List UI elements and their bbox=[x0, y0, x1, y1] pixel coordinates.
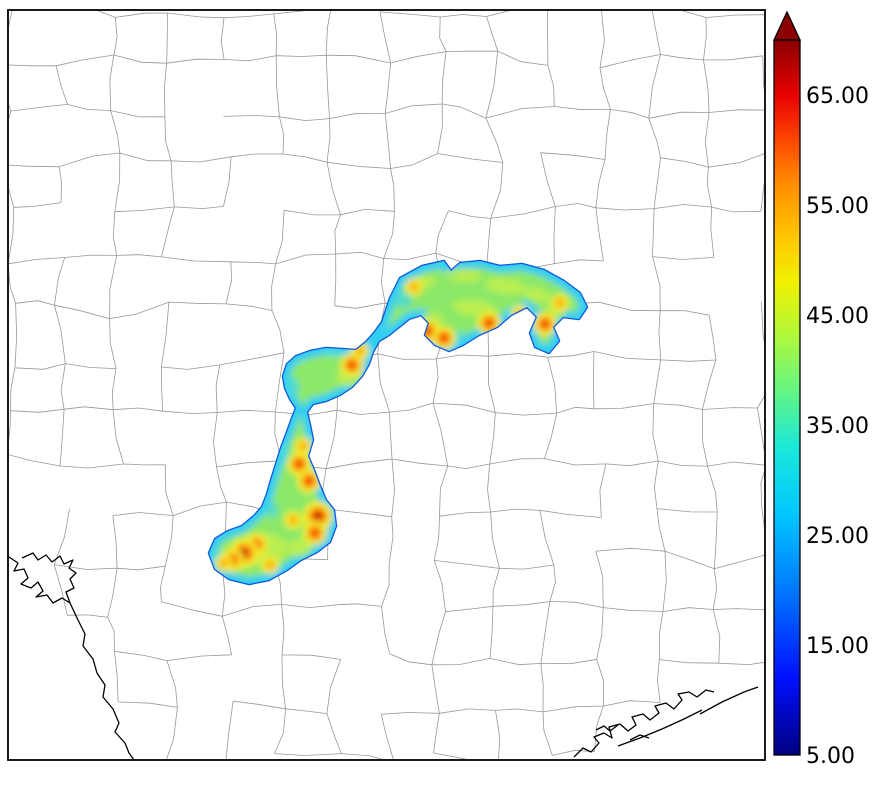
colorbar-bar bbox=[773, 39, 801, 756]
heatmap-hotspots bbox=[215, 278, 569, 574]
heatmap-field bbox=[207, 259, 589, 586]
barrier-islands bbox=[617, 686, 759, 747]
rio-grande-river bbox=[9, 552, 135, 759]
gulf-coastline bbox=[573, 689, 715, 758]
map-frame bbox=[7, 9, 766, 761]
colorbar-tick-label: 25.00 bbox=[806, 524, 869, 549]
colorbar-tick-label: 15.00 bbox=[806, 634, 869, 659]
colorbar-tick-label: 55.00 bbox=[806, 194, 869, 219]
county-boundaries bbox=[9, 11, 764, 759]
colorbar-tick-label: 65.00 bbox=[806, 84, 869, 109]
colorbar bbox=[772, 10, 802, 756]
map-background bbox=[8, 10, 765, 760]
colorbar-tick-label: 45.00 bbox=[806, 304, 869, 329]
colorbar-extend-arrow bbox=[772, 10, 802, 41]
heatmap-interior bbox=[209, 261, 587, 584]
colorbar-tick-labels: 65.00 55.00 45.00 35.00 25.00 15.00 5.00 bbox=[806, 84, 869, 769]
colorbar-tick-label: 35.00 bbox=[806, 414, 869, 439]
colorbar-tick-label: 5.00 bbox=[806, 744, 855, 769]
